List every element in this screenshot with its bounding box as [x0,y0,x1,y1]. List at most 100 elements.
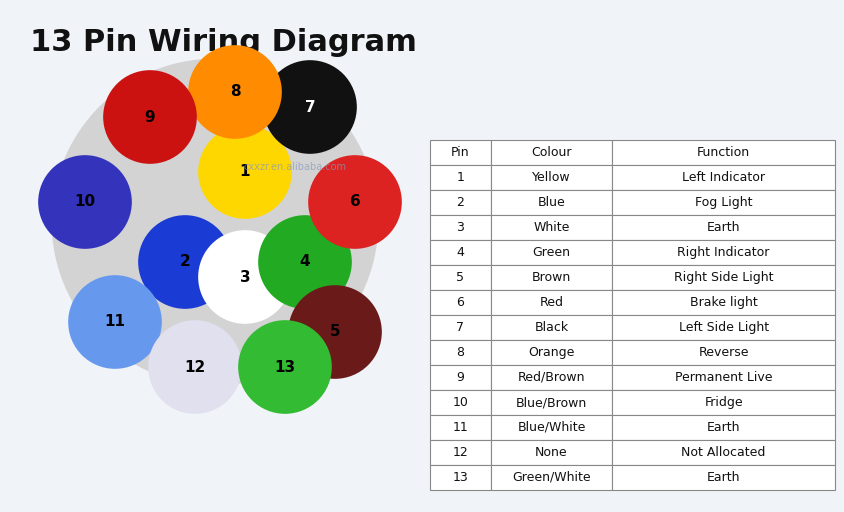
Bar [612,440,835,465]
Text: Fog Light: Fog Light [695,196,752,209]
Bar [612,165,835,190]
Bar [430,165,490,190]
Text: Right Side Light: Right Side Light [674,271,773,284]
Text: Orange: Orange [528,346,575,359]
Circle shape [104,71,196,163]
Text: 2: 2 [180,254,191,269]
Bar [430,290,490,315]
Text: 8: 8 [230,84,241,99]
Text: 6: 6 [457,296,464,309]
Text: 12: 12 [452,446,468,459]
Text: 6: 6 [349,195,360,209]
Bar [430,440,490,465]
Bar [612,265,835,290]
Bar [430,390,490,415]
Bar [612,140,835,165]
Text: Red/Brown: Red/Brown [517,371,585,384]
Text: 4: 4 [457,246,464,259]
Circle shape [309,156,401,248]
Text: Earth: Earth [707,221,740,234]
Text: 11: 11 [105,314,126,330]
Bar [612,315,835,340]
Bar [490,215,612,240]
Circle shape [39,156,131,248]
Text: Permanent Live: Permanent Live [675,371,772,384]
Text: Red: Red [539,296,564,309]
Text: 10: 10 [74,195,95,209]
Bar [612,340,835,365]
Bar [490,465,612,490]
Bar [430,215,490,240]
Bar [612,215,835,240]
Text: cxxzr.en.alibaba.com: cxxzr.en.alibaba.com [244,162,347,172]
Circle shape [199,126,291,218]
Text: Colour: Colour [531,146,571,159]
Text: 13: 13 [452,471,468,484]
Bar [612,190,835,215]
Bar [430,365,490,390]
Bar [490,365,612,390]
Text: Earth: Earth [707,471,740,484]
Bar [612,465,835,490]
Text: Left Indicator: Left Indicator [682,171,766,184]
Text: 5: 5 [330,325,340,339]
Text: 9: 9 [144,110,155,124]
Text: 7: 7 [457,321,464,334]
Text: 2: 2 [457,196,464,209]
Bar [490,440,612,465]
Bar [430,240,490,265]
Bar [430,315,490,340]
Bar [490,290,612,315]
Bar [612,390,835,415]
Bar [430,265,490,290]
Bar [430,190,490,215]
Bar [430,465,490,490]
Bar [430,140,490,165]
Text: Pin: Pin [451,146,470,159]
Bar [612,365,835,390]
Text: Fridge: Fridge [704,396,743,409]
Bar [430,340,490,365]
Circle shape [69,276,161,368]
Text: Black: Black [534,321,569,334]
Bar [490,265,612,290]
Text: Earth: Earth [707,421,740,434]
Bar [612,240,835,265]
Bar [612,290,835,315]
Circle shape [149,321,241,413]
Circle shape [264,61,356,153]
Text: Right Indicator: Right Indicator [678,246,770,259]
Text: Blue/White: Blue/White [517,421,586,434]
Circle shape [199,231,291,323]
Text: 11: 11 [452,421,468,434]
Text: Green: Green [533,246,571,259]
Text: 3: 3 [457,221,464,234]
Text: Brake light: Brake light [690,296,758,309]
Circle shape [239,321,331,413]
Circle shape [259,216,351,308]
Text: Left Side Light: Left Side Light [679,321,769,334]
Bar [612,415,835,440]
Text: Green/White: Green/White [512,471,591,484]
Bar [490,190,612,215]
Text: 9: 9 [457,371,464,384]
Text: Reverse: Reverse [698,346,749,359]
Text: Brown: Brown [532,271,571,284]
Text: Yellow: Yellow [533,171,571,184]
Circle shape [53,60,377,384]
Bar [490,315,612,340]
Bar [490,340,612,365]
Text: 1: 1 [240,164,251,180]
Text: 3: 3 [240,269,251,285]
Text: 5: 5 [457,271,464,284]
Bar [490,165,612,190]
Text: 1: 1 [457,171,464,184]
Text: Not Allocated: Not Allocated [681,446,766,459]
Text: 13: 13 [274,359,295,374]
Text: 12: 12 [184,359,206,374]
Text: Blue: Blue [538,196,565,209]
Text: White: White [533,221,570,234]
Bar [490,240,612,265]
Text: 7: 7 [305,99,316,115]
Text: None: None [535,446,568,459]
